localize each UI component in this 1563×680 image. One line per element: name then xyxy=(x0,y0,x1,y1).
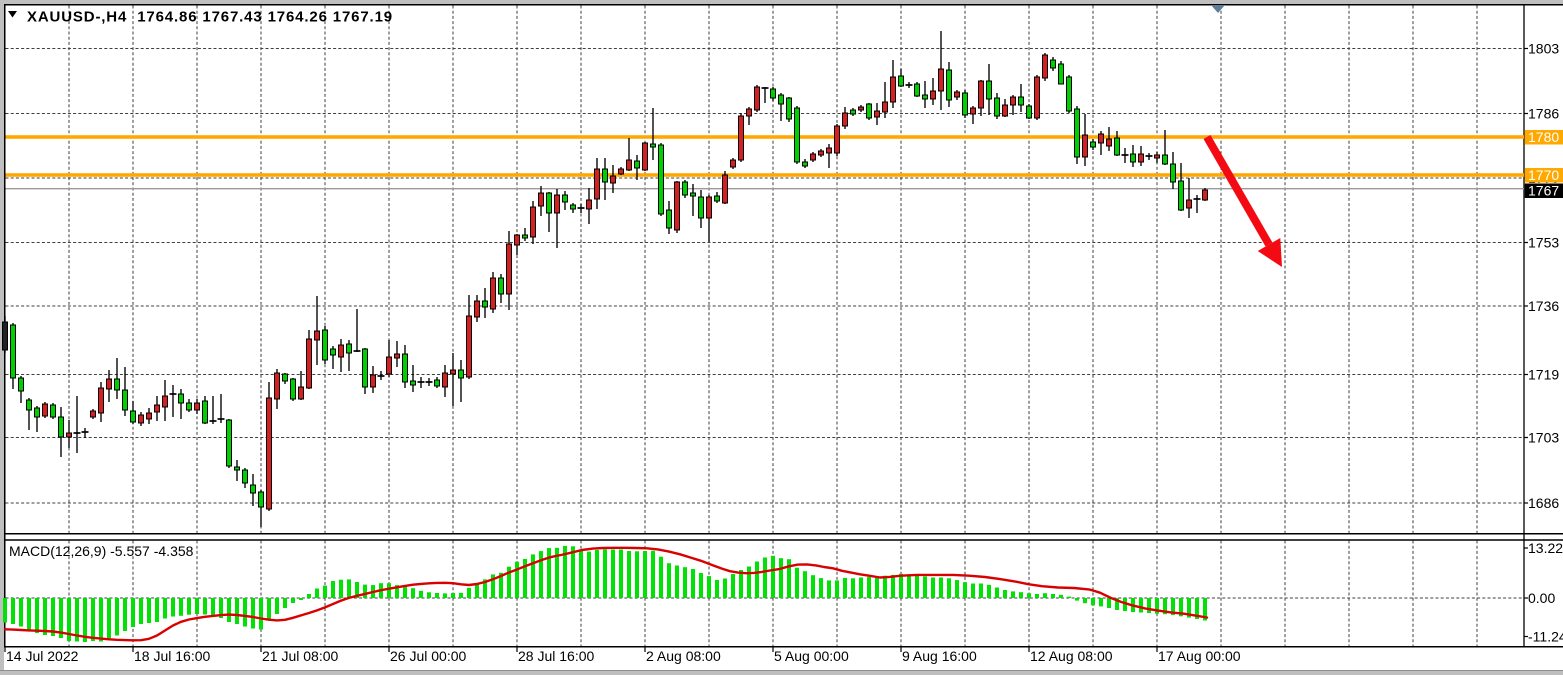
svg-text:5 Aug 00:00: 5 Aug 00:00 xyxy=(774,648,849,664)
svg-text:2 Aug 08:00: 2 Aug 08:00 xyxy=(646,648,721,664)
svg-text:17 Aug 00:00: 17 Aug 00:00 xyxy=(1158,648,1241,664)
svg-text:1770: 1770 xyxy=(1528,167,1559,183)
svg-text:21 Jul 08:00: 21 Jul 08:00 xyxy=(262,648,338,664)
svg-text:1703: 1703 xyxy=(1528,430,1559,446)
svg-text:MACD(12,26,9) -5.557 -4.358: MACD(12,26,9) -5.557 -4.358 xyxy=(9,543,194,559)
svg-text:1686: 1686 xyxy=(1528,495,1559,511)
svg-text:0.00: 0.00 xyxy=(1528,590,1555,606)
svg-text:1753: 1753 xyxy=(1528,235,1559,251)
svg-text:XAUUSD-,H4 1764.86 1767.43 17: XAUUSD-,H4 1764.86 1767.43 1764.26 1767.… xyxy=(27,9,393,26)
svg-text:1767: 1767 xyxy=(1528,183,1559,199)
svg-text:9 Aug 16:00: 9 Aug 16:00 xyxy=(902,648,977,664)
svg-text:28 Jul 16:00: 28 Jul 16:00 xyxy=(518,648,594,664)
svg-text:1719: 1719 xyxy=(1528,367,1559,383)
svg-text:13.22: 13.22 xyxy=(1528,540,1563,556)
svg-text:1803: 1803 xyxy=(1528,41,1559,57)
svg-text:12 Aug 08:00: 12 Aug 08:00 xyxy=(1030,648,1113,664)
svg-text:1786: 1786 xyxy=(1528,106,1559,122)
svg-text:14 Jul 2022: 14 Jul 2022 xyxy=(6,648,79,664)
svg-text:18 Jul 16:00: 18 Jul 16:00 xyxy=(134,648,210,664)
svg-text:1736: 1736 xyxy=(1528,298,1559,314)
svg-text:-11.24: -11.24 xyxy=(1528,629,1563,645)
svg-text:1780: 1780 xyxy=(1528,129,1559,145)
svg-text:26 Jul 00:00: 26 Jul 00:00 xyxy=(390,648,466,664)
